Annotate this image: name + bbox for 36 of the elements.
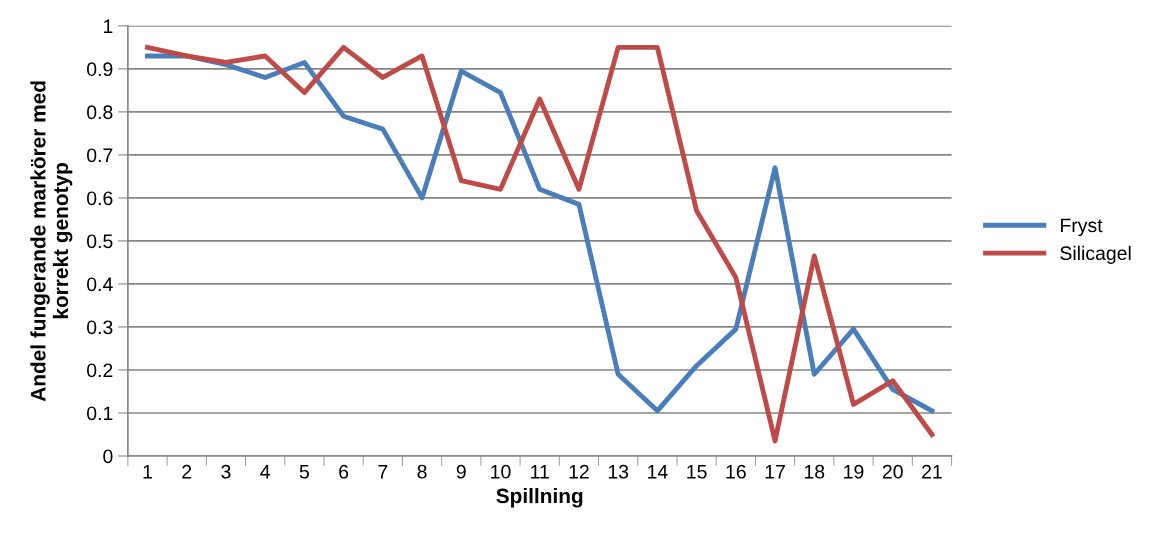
legend-label: Silicagel xyxy=(1060,245,1131,264)
x-tick-label: 20 xyxy=(882,464,903,479)
y-tick-label: 0.3 xyxy=(87,320,113,335)
x-tick-label: 4 xyxy=(260,465,270,479)
y-tick-label: 0 xyxy=(103,449,113,464)
x-tick-label: 12 xyxy=(569,464,589,479)
x-tick-label: 3 xyxy=(221,464,231,479)
y-tick-label: 0.4 xyxy=(87,277,113,292)
y-tick-label: 1 xyxy=(103,19,113,33)
x-axis-title: Spillning xyxy=(496,488,583,508)
x-tick-label: 10 xyxy=(491,464,511,479)
x-tick-label: 18 xyxy=(804,464,825,479)
y-tick-label: 0.9 xyxy=(87,62,113,77)
x-tick-label: 14 xyxy=(648,465,668,479)
x-tick-label: 16 xyxy=(726,464,746,479)
x-tick-label: 8 xyxy=(417,464,427,479)
y-tick-label: 0.6 xyxy=(87,191,113,206)
x-tick-label: 17 xyxy=(765,465,785,479)
x-tick-label: 7 xyxy=(378,465,388,479)
x-tick-label: 9 xyxy=(456,464,466,479)
x-tick-label: 13 xyxy=(608,464,629,479)
x-tick-label: 15 xyxy=(687,465,707,479)
y-axis-title: Andel fungerande markörer med korrekt genotyp xyxy=(30,81,73,402)
x-tick-label: 2 xyxy=(182,464,192,479)
x-tick-label: 5 xyxy=(299,465,309,479)
y-tick-label: 0.2 xyxy=(87,363,113,378)
y-tick-label: 0.5 xyxy=(87,234,113,249)
y-tick-label: 0.7 xyxy=(87,148,113,163)
x-tick-label: 21 xyxy=(922,464,942,479)
y-tick-label: 0.8 xyxy=(87,105,113,120)
x-tick-label: 1 xyxy=(143,465,152,479)
x-tick-label: 19 xyxy=(844,464,864,479)
y-tick-label: 0.1 xyxy=(87,406,113,421)
legend-label: Fryst xyxy=(1061,218,1103,237)
x-tick-label: 11 xyxy=(531,465,549,479)
x-tick-label: 6 xyxy=(339,464,349,479)
